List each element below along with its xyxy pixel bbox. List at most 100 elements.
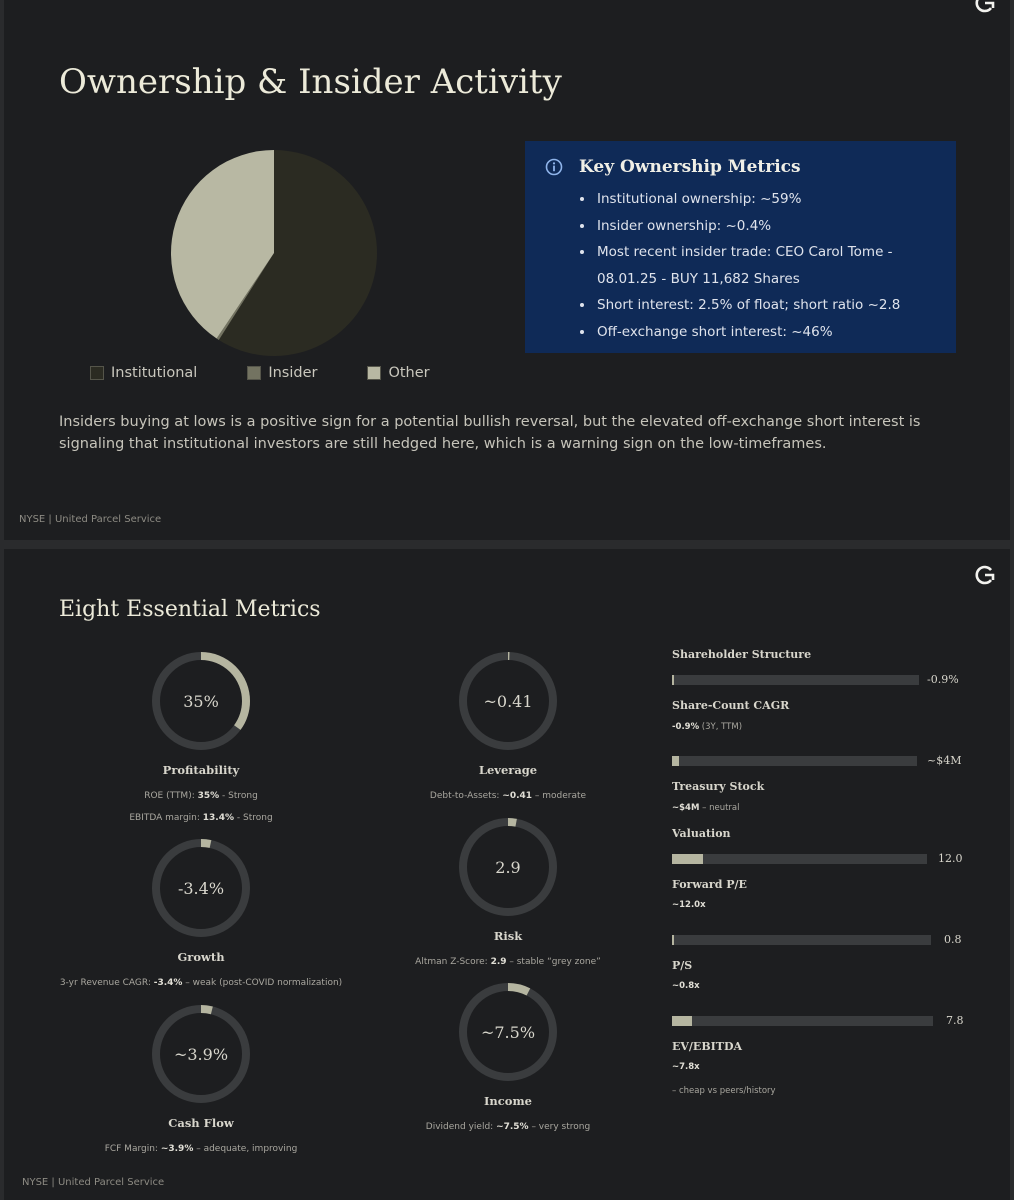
detail-prefix: Dividend yield: [425, 1122, 497, 1132]
section-title: Eight Essential Metrics [59, 597, 321, 622]
detail-suffix: - Strong [219, 791, 258, 801]
detail-suffix: – very strong [528, 1122, 591, 1132]
callout-item: Institutional ownership: ~59% [595, 186, 936, 213]
ring-progress [152, 1005, 250, 1103]
metric-detail: FCF Margin: ~3.9% – adequate, improving [51, 1138, 351, 1160]
legend-swatch [247, 366, 262, 380]
detail-suffix: - Strong [234, 813, 273, 823]
detail-suffix: – moderate [532, 791, 587, 801]
ps-title: P/S [672, 959, 693, 972]
legend-label: Other [388, 365, 430, 381]
metric-detail: Dividend yield: ~7.5% – very strong [358, 1116, 658, 1138]
legend-label: Institutional [111, 365, 198, 381]
info-icon [545, 158, 563, 176]
detail-prefix: Altman Z-Score: [415, 957, 491, 967]
metric-detail: 3-yr Revenue CAGR: -3.4% – weak (post-CO… [51, 972, 351, 994]
ring-value: 35% [183, 692, 219, 711]
share-count-sub: -0.9% (3Y, TTM) [672, 722, 742, 732]
pe-bar [672, 854, 927, 864]
shareholder-structure-heading: Shareholder Structure [672, 648, 812, 661]
detail-suffix: – adequate, improving [193, 1144, 298, 1154]
metric-growth: -3.4% Growth 3-yr Revenue CAGR: -3.4% – … [51, 836, 351, 994]
footer-text: NYSE | United Parcel Service [22, 1177, 165, 1188]
slide-ownership: Ownership & Insider Activity Institution… [4, 0, 1010, 540]
sub-text: – neutral [699, 803, 740, 813]
bar-fill [672, 1016, 693, 1026]
bar-value: -0.9% [927, 673, 959, 686]
footer-text: NYSE | United Parcel Service [19, 514, 162, 525]
metric-detail: Debt-to-Assets: ~0.41 – moderate [358, 785, 658, 807]
legend-swatch [367, 366, 382, 380]
callout-item: Off-exchange short interest: ~46% [595, 319, 936, 346]
metric-label: Income [484, 1094, 532, 1108]
legend-item-institutional: Institutional [90, 365, 197, 381]
metric-label: Cash Flow [168, 1116, 234, 1130]
ring-value: 2.9 [495, 858, 520, 877]
detail-value: 2.9 [490, 957, 507, 967]
page-title: Ownership & Insider Activity [59, 62, 562, 102]
detail-value: ~7.5% [496, 1122, 529, 1132]
analysis-paragraph: Insiders buying at lows is a positive si… [59, 414, 921, 452]
growth-ring: -3.4% [152, 839, 250, 937]
pe-sub: ~12.0x [672, 900, 706, 910]
metric-cash-flow: ~3.9% Cash Flow FCF Margin: ~3.9% – adeq… [51, 1002, 351, 1160]
key-metrics-callout: Key Ownership Metrics Institutional owne… [525, 141, 956, 353]
detail-prefix: Debt-to-Assets: [429, 791, 503, 801]
ring-value: ~0.41 [483, 692, 532, 711]
ev-ebitda-bar [672, 1016, 933, 1026]
ring-progress [459, 818, 557, 916]
pie-legend: Institutional Insider Other [90, 365, 480, 381]
valuation-heading: Valuation [672, 827, 731, 840]
detail-prefix: ROE (TTM): [144, 791, 198, 801]
profitability-ring: 35% [152, 652, 250, 750]
pie-slice-other [171, 150, 274, 339]
ownership-pie-chart [169, 148, 379, 358]
ring-value: ~7.5% [481, 1023, 535, 1042]
detail-suffix: – weak (post-COVID normalization) [182, 978, 343, 988]
callout-item: Short interest: 2.5% of float; short rat… [595, 292, 936, 319]
treasury-bar [672, 756, 917, 766]
leverage-ring: ~0.41 [459, 652, 557, 750]
detail-prefix: FCF Margin: [104, 1144, 161, 1154]
risk-ring: 2.9 [459, 818, 557, 916]
metric-detail: ROE (TTM): 35% - Strong EBITDA margin: 1… [51, 785, 351, 829]
callout-item: Most recent insider trade: CEO Carol Tom… [595, 239, 936, 292]
pie-slice-insider [216, 253, 274, 340]
sub-value: ~$4M [672, 803, 700, 813]
bar-value: 0.8 [944, 933, 962, 946]
ring-value: -3.4% [178, 879, 224, 898]
metric-label: Profitability [162, 763, 240, 777]
treasury-sub: ~$4M – neutral [672, 803, 739, 813]
detail-value: ~3.9% [160, 1144, 194, 1154]
metric-income: ~7.5% Income Dividend yield: ~7.5% – ver… [358, 980, 658, 1138]
brand-logo-icon [975, 0, 995, 13]
cash-flow-ring: ~3.9% [152, 1005, 250, 1103]
legend-swatch [90, 366, 104, 380]
pie-slice-institutional [218, 150, 377, 356]
ring-progress [459, 983, 557, 1081]
ps-bar [672, 935, 931, 945]
legend-label: Insider [268, 365, 318, 381]
bar-value: ~$4M [927, 754, 962, 767]
metric-leverage: ~0.41 Leverage Debt-to-Assets: ~0.41 – m… [358, 649, 658, 807]
detail-value: -3.4% [153, 978, 183, 988]
metric-label: Leverage [478, 763, 538, 777]
callout-item: Insider ownership: ~0.4% [595, 213, 936, 240]
ps-sub: ~0.8x [672, 981, 700, 991]
ring-progress [459, 652, 557, 750]
detail-suffix: – stable “grey zone” [506, 957, 601, 967]
metric-risk: 2.9 Risk Altman Z-Score: 2.9 – stable “g… [358, 815, 658, 973]
bar-fill [672, 935, 675, 945]
sub-text: (3Y, TTM) [699, 722, 743, 732]
legend-item-insider: Insider [247, 365, 317, 381]
metric-detail: Altman Z-Score: 2.9 – stable “grey zone” [358, 951, 658, 973]
ev-ebitda-title: EV/EBITDA [672, 1040, 743, 1053]
callout-list: Institutional ownership: ~59% Insider ow… [545, 186, 936, 345]
bar-value: 12.0 [938, 852, 963, 865]
slide-eight-metrics: Eight Essential Metrics 35% Profitabilit… [4, 549, 1010, 1200]
bar-fill [672, 675, 675, 685]
ring-progress [152, 839, 250, 937]
valuation-note: – cheap vs peers/history [672, 1086, 776, 1096]
detail-prefix: 3-yr Revenue CAGR: [59, 978, 154, 988]
legend-item-other: Other [367, 365, 430, 381]
